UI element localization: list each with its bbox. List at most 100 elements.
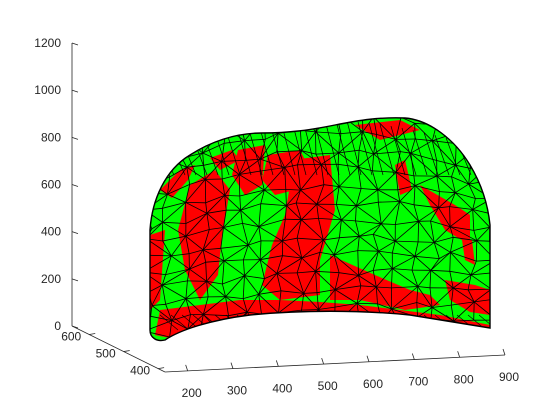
mesh-edge: [430, 252, 451, 271]
mesh-edge: [334, 303, 358, 308]
mesh-edge: [150, 238, 163, 242]
mesh-edge: [203, 161, 222, 166]
mesh-edge: [357, 250, 379, 252]
mesh-edge: [319, 239, 324, 253]
mesh-edge: [430, 220, 435, 243]
mesh-edge: [258, 290, 282, 295]
mesh-edge: [313, 119, 329, 176]
mesh-edge: [221, 143, 225, 162]
mesh-edge: [244, 259, 261, 276]
mesh-edge: [430, 258, 440, 271]
mesh-edge: [432, 140, 456, 166]
mesh-edge: [244, 140, 246, 161]
mesh-edge: [189, 179, 206, 185]
mesh-edge: [323, 237, 340, 241]
mesh-edge: [356, 205, 382, 225]
mesh-edge: [355, 188, 362, 206]
mesh-edge: [410, 140, 433, 154]
mesh-edge: [284, 167, 301, 191]
red-face: [155, 300, 490, 338]
mesh-edge: [238, 160, 246, 175]
mesh-edge: [188, 249, 204, 255]
mesh-edge: [418, 207, 439, 222]
mesh-edge: [411, 256, 416, 271]
mesh-edge: [162, 194, 168, 209]
mesh-edge: [413, 185, 416, 205]
mesh-edge: [286, 202, 297, 206]
mesh-edge: [346, 120, 362, 176]
mesh-edge: [258, 205, 287, 228]
mesh-edge: [445, 137, 461, 176]
mesh-edge: [401, 127, 417, 176]
mesh-edge: [378, 240, 396, 252]
z-axis-ticks: 0 200 400 600 800 1000 1200: [34, 36, 79, 333]
mesh-edge: [341, 219, 360, 237]
mesh-edge: [150, 315, 172, 321]
mesh-edge: [380, 201, 401, 225]
y-tick-mark: [89, 333, 96, 335]
mesh-edge: [473, 226, 490, 231]
mesh-edge: [278, 290, 282, 313]
mesh-edge: [399, 201, 415, 206]
mesh-edge: [434, 134, 450, 176]
mesh-edge: [242, 223, 259, 228]
mesh-edge: [297, 270, 316, 274]
mesh-edge: [375, 286, 392, 310]
mesh-edge: [318, 306, 336, 310]
mesh-edge: [185, 296, 209, 299]
mesh-edge: [322, 239, 335, 256]
mesh-edge: [395, 117, 402, 140]
mesh-edge: [206, 260, 225, 282]
mesh-edge: [394, 220, 419, 242]
mesh-edge: [300, 130, 303, 151]
mesh-edge: [239, 195, 241, 211]
mesh-edge: [239, 189, 265, 197]
mesh-edge: [206, 212, 224, 228]
mesh-edge: [151, 221, 163, 230]
mesh-edge: [319, 252, 335, 256]
x-tick-mark: [275, 360, 279, 367]
mesh-edge: [379, 124, 395, 176]
z-tick-label: 1200: [34, 36, 61, 50]
mesh-edge: [276, 273, 304, 294]
mesh-edge: [150, 193, 168, 211]
mesh-edge: [205, 179, 225, 196]
mesh-edge: [282, 255, 302, 259]
mesh-edge: [185, 280, 207, 299]
x-tick-mark: [502, 348, 506, 356]
mesh-edge: [358, 149, 374, 155]
mesh-edge: [243, 259, 245, 276]
mesh-edge: [258, 218, 286, 228]
mesh-edge: [203, 314, 229, 317]
mesh-edge: [449, 206, 451, 227]
mesh-edge: [450, 240, 477, 253]
mesh-edge: [395, 152, 412, 173]
mesh-edge: [260, 255, 283, 261]
mesh-edge: [259, 259, 265, 279]
mesh-edge: [429, 270, 432, 288]
mesh-edge: [470, 260, 477, 276]
mesh-edge: [220, 227, 224, 249]
mesh-edge: [416, 302, 433, 308]
mesh-edge: [399, 185, 416, 202]
mesh-edge: [377, 202, 382, 224]
mesh-edge: [340, 131, 363, 134]
mesh-edge: [258, 294, 262, 315]
mesh-edge: [286, 205, 302, 220]
mesh-edge: [162, 240, 172, 257]
mesh-edge: [296, 257, 303, 274]
mesh-edge: [240, 210, 243, 224]
mesh-edge: [220, 248, 225, 261]
mesh-edge: [470, 259, 490, 276]
mesh-edge: [414, 255, 432, 271]
mesh-edge: [258, 294, 279, 314]
mesh-edge: [358, 275, 362, 286]
mesh-edge: [451, 165, 456, 177]
mesh-edge: [473, 301, 475, 321]
mesh-edge: [240, 203, 261, 211]
mesh-edge: [320, 164, 340, 187]
mesh-edge: [239, 170, 261, 175]
mesh-edge: [185, 179, 206, 203]
mesh-edge: [337, 164, 340, 187]
